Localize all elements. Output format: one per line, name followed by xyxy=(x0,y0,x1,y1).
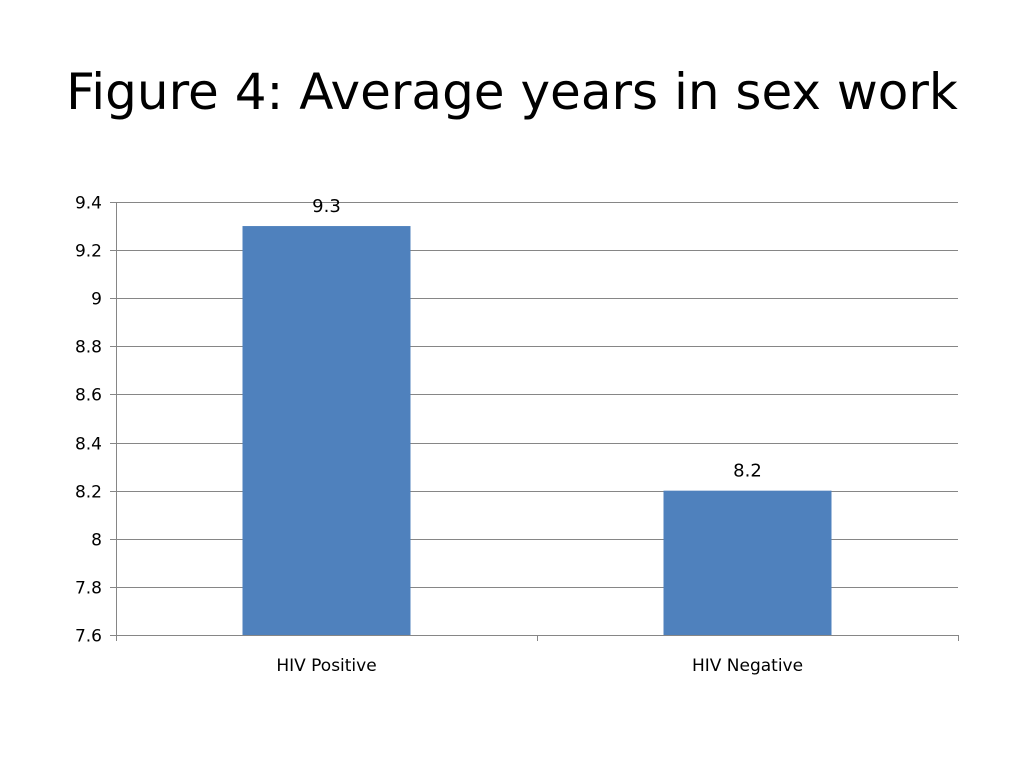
y-tick-label: 8.4 xyxy=(75,435,102,455)
y-tick-label: 9.4 xyxy=(75,194,102,214)
gridlines xyxy=(116,202,958,588)
bars xyxy=(242,226,832,636)
x-category-label: HIV Negative xyxy=(692,656,803,676)
page-title: Figure 4: Average years in sex work xyxy=(66,63,958,121)
data-label: 8.2 xyxy=(733,461,762,482)
y-tick-label: 7.6 xyxy=(75,627,102,647)
y-tick-label: 7.8 xyxy=(75,579,102,599)
y-tick-label: 8.2 xyxy=(75,483,102,503)
labels: 7.6 7.8 8 8.2 8.4 8.6 8.8 9 9.2 9.4 9.3 HIV Positiv… xyxy=(75,194,803,677)
x-category-label: HIV Positive xyxy=(276,656,376,676)
data-label: 9.3 xyxy=(312,196,341,217)
axes xyxy=(110,202,959,641)
y-tick-label: 9.2 xyxy=(75,242,102,262)
bar xyxy=(242,226,411,636)
y-tick-label: 8.8 xyxy=(75,338,102,358)
y-tick-label: 8 xyxy=(91,531,102,551)
y-tick-label: 9 xyxy=(91,290,102,310)
bar xyxy=(663,490,832,635)
y-tick-label: 8.6 xyxy=(75,386,102,406)
